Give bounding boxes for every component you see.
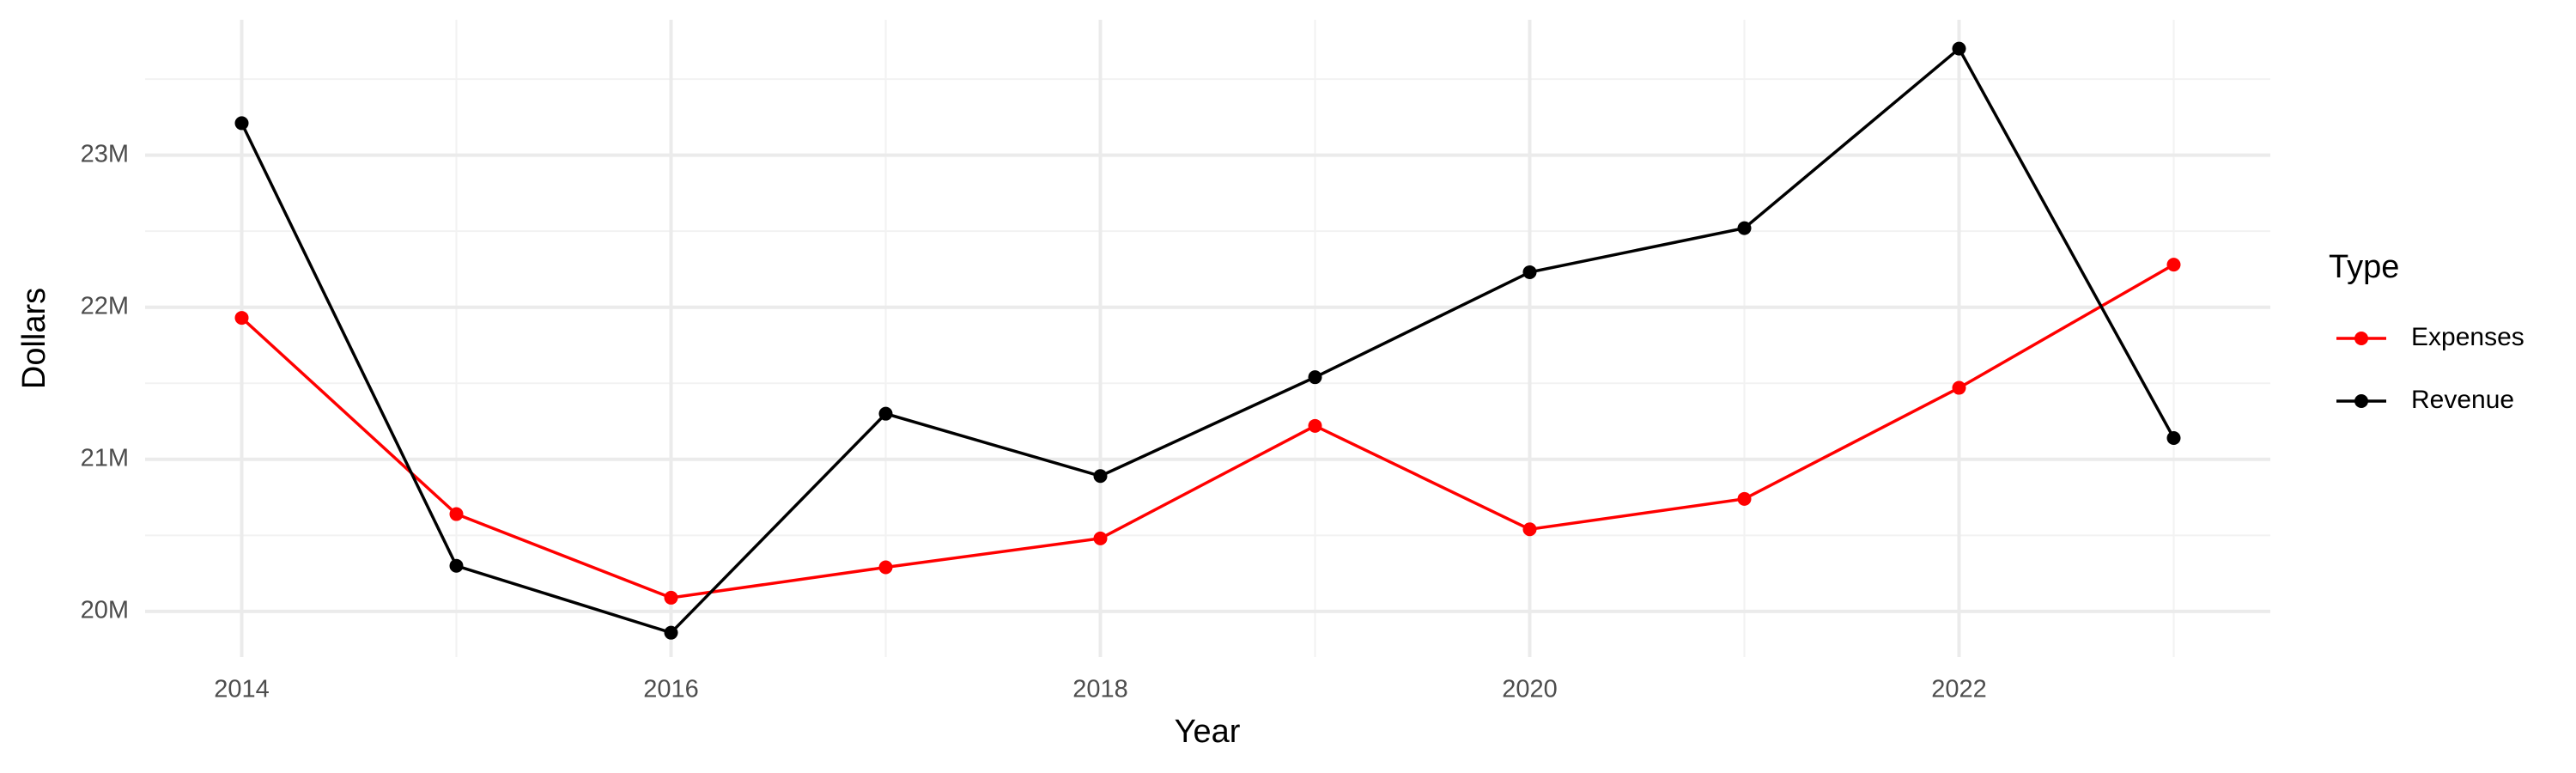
data-point	[1093, 469, 1108, 484]
data-point	[2166, 258, 2181, 272]
legend-label: Revenue	[2411, 386, 2514, 414]
series-line	[240, 46, 2176, 635]
data-point	[1952, 41, 1966, 56]
legend-title: Type	[2329, 249, 2399, 285]
x-tick-label: 2022	[1931, 676, 1987, 703]
legend-key-point	[2354, 394, 2368, 408]
x-tick-label: 2014	[214, 676, 270, 703]
x-tick-label: 2018	[1072, 676, 1128, 703]
data-point	[1737, 491, 1752, 506]
data-point	[1308, 370, 1322, 385]
data-point	[878, 560, 893, 575]
x-axis-title: Year	[1175, 714, 1241, 750]
x-tick-label: 2016	[643, 676, 699, 703]
legend-key-point	[2354, 332, 2368, 345]
data-point	[1093, 531, 1108, 545]
data-point	[234, 311, 249, 326]
x-tick-label: 2020	[1502, 676, 1558, 703]
y-tick-label: 20M	[81, 597, 129, 624]
data-point	[2166, 430, 2181, 445]
legend-label: Expenses	[2411, 323, 2524, 351]
series-line	[240, 263, 2175, 600]
data-point	[1952, 380, 1966, 395]
data-point	[878, 406, 893, 421]
data-point	[449, 558, 464, 573]
data-point	[1737, 221, 1752, 235]
data-point	[1522, 265, 1537, 279]
data-point	[1522, 522, 1537, 537]
y-tick-label: 22M	[81, 292, 129, 320]
data-point	[449, 507, 464, 521]
y-tick-label: 21M	[81, 444, 129, 472]
data-point	[1308, 418, 1322, 433]
y-tick-label: 23M	[81, 140, 129, 167]
y-axis-title: Dollars	[16, 288, 52, 389]
data-point	[234, 116, 249, 131]
data-point	[664, 590, 678, 605]
data-point	[664, 625, 678, 640]
